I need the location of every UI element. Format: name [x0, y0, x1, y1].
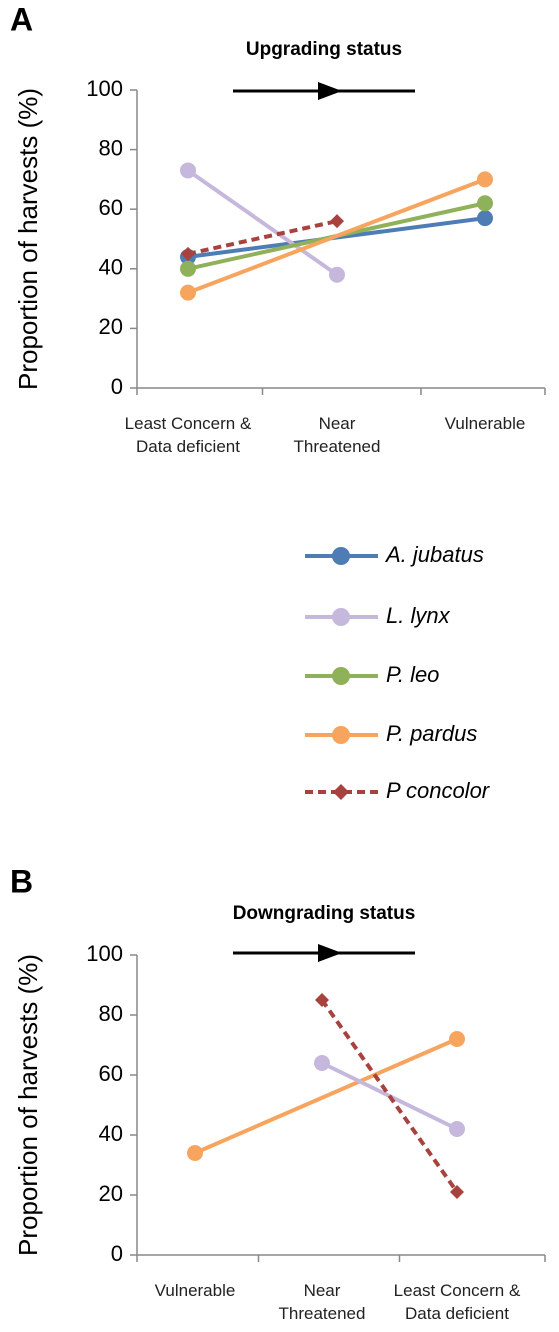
y-axis-label: Proportion of harvests (%) — [13, 88, 43, 390]
chart-title: Downgrading status — [233, 903, 416, 924]
legend-label: P. leo — [386, 662, 439, 687]
legend-marker — [332, 726, 350, 744]
marker — [314, 1055, 330, 1071]
marker — [181, 246, 195, 261]
series-line — [194, 1037, 458, 1155]
y-tick-label: 100 — [86, 76, 123, 101]
y-tick-label: 20 — [99, 314, 123, 339]
chart-title: Upgrading status — [246, 39, 402, 60]
marker — [449, 1031, 465, 1047]
series-line — [187, 177, 486, 295]
arrow-head — [318, 82, 342, 100]
marker — [477, 195, 493, 212]
marker — [450, 1185, 464, 1199]
legend-marker — [332, 608, 350, 626]
legend-marker — [332, 667, 350, 685]
x-tick-label: Near Threatened — [278, 1281, 366, 1323]
marker — [477, 210, 493, 227]
marker — [329, 266, 345, 283]
panel-label: A — [10, 1, 33, 37]
x-tick-label: Least Concern & Data deficient — [393, 1281, 521, 1323]
y-tick-label: 60 — [99, 195, 123, 220]
marker — [180, 260, 196, 277]
y-tick-label: 100 — [86, 941, 123, 966]
legend-label: P concolor — [386, 778, 491, 803]
marker — [180, 162, 196, 179]
marker — [180, 284, 196, 301]
y-tick-label: 40 — [99, 1121, 123, 1146]
y-axis-label: Proportion of harvests (%) — [13, 954, 43, 1256]
arrow-head — [318, 944, 342, 962]
y-tick-label: 40 — [99, 255, 123, 280]
y-tick-label: 0 — [111, 374, 123, 399]
x-tick-label: Near Threatened — [293, 414, 381, 456]
legend-marker — [332, 547, 350, 565]
legend-label: P. pardus — [386, 721, 477, 746]
legend-label: L. lynx — [386, 603, 451, 628]
marker — [315, 993, 329, 1007]
series-line — [186, 168, 339, 277]
x-tick-label: Vulnerable — [444, 414, 526, 433]
y-tick-label: 80 — [99, 1001, 123, 1026]
marker — [449, 1121, 465, 1137]
marker — [187, 1145, 203, 1161]
marker — [330, 214, 344, 229]
y-tick-label: 60 — [99, 1061, 123, 1086]
x-tick-label: Least Concern & Data deficient — [124, 414, 252, 456]
y-tick-label: 80 — [99, 135, 123, 160]
panel-label: B — [10, 863, 33, 899]
legend-label: A. jubatus — [384, 542, 484, 567]
legend-marker — [333, 784, 349, 800]
y-tick-label: 20 — [99, 1181, 123, 1206]
marker — [477, 171, 493, 188]
series-line — [320, 998, 459, 1194]
y-tick-label: 0 — [111, 1241, 123, 1266]
x-tick-label: Vulnerable — [154, 1281, 236, 1300]
